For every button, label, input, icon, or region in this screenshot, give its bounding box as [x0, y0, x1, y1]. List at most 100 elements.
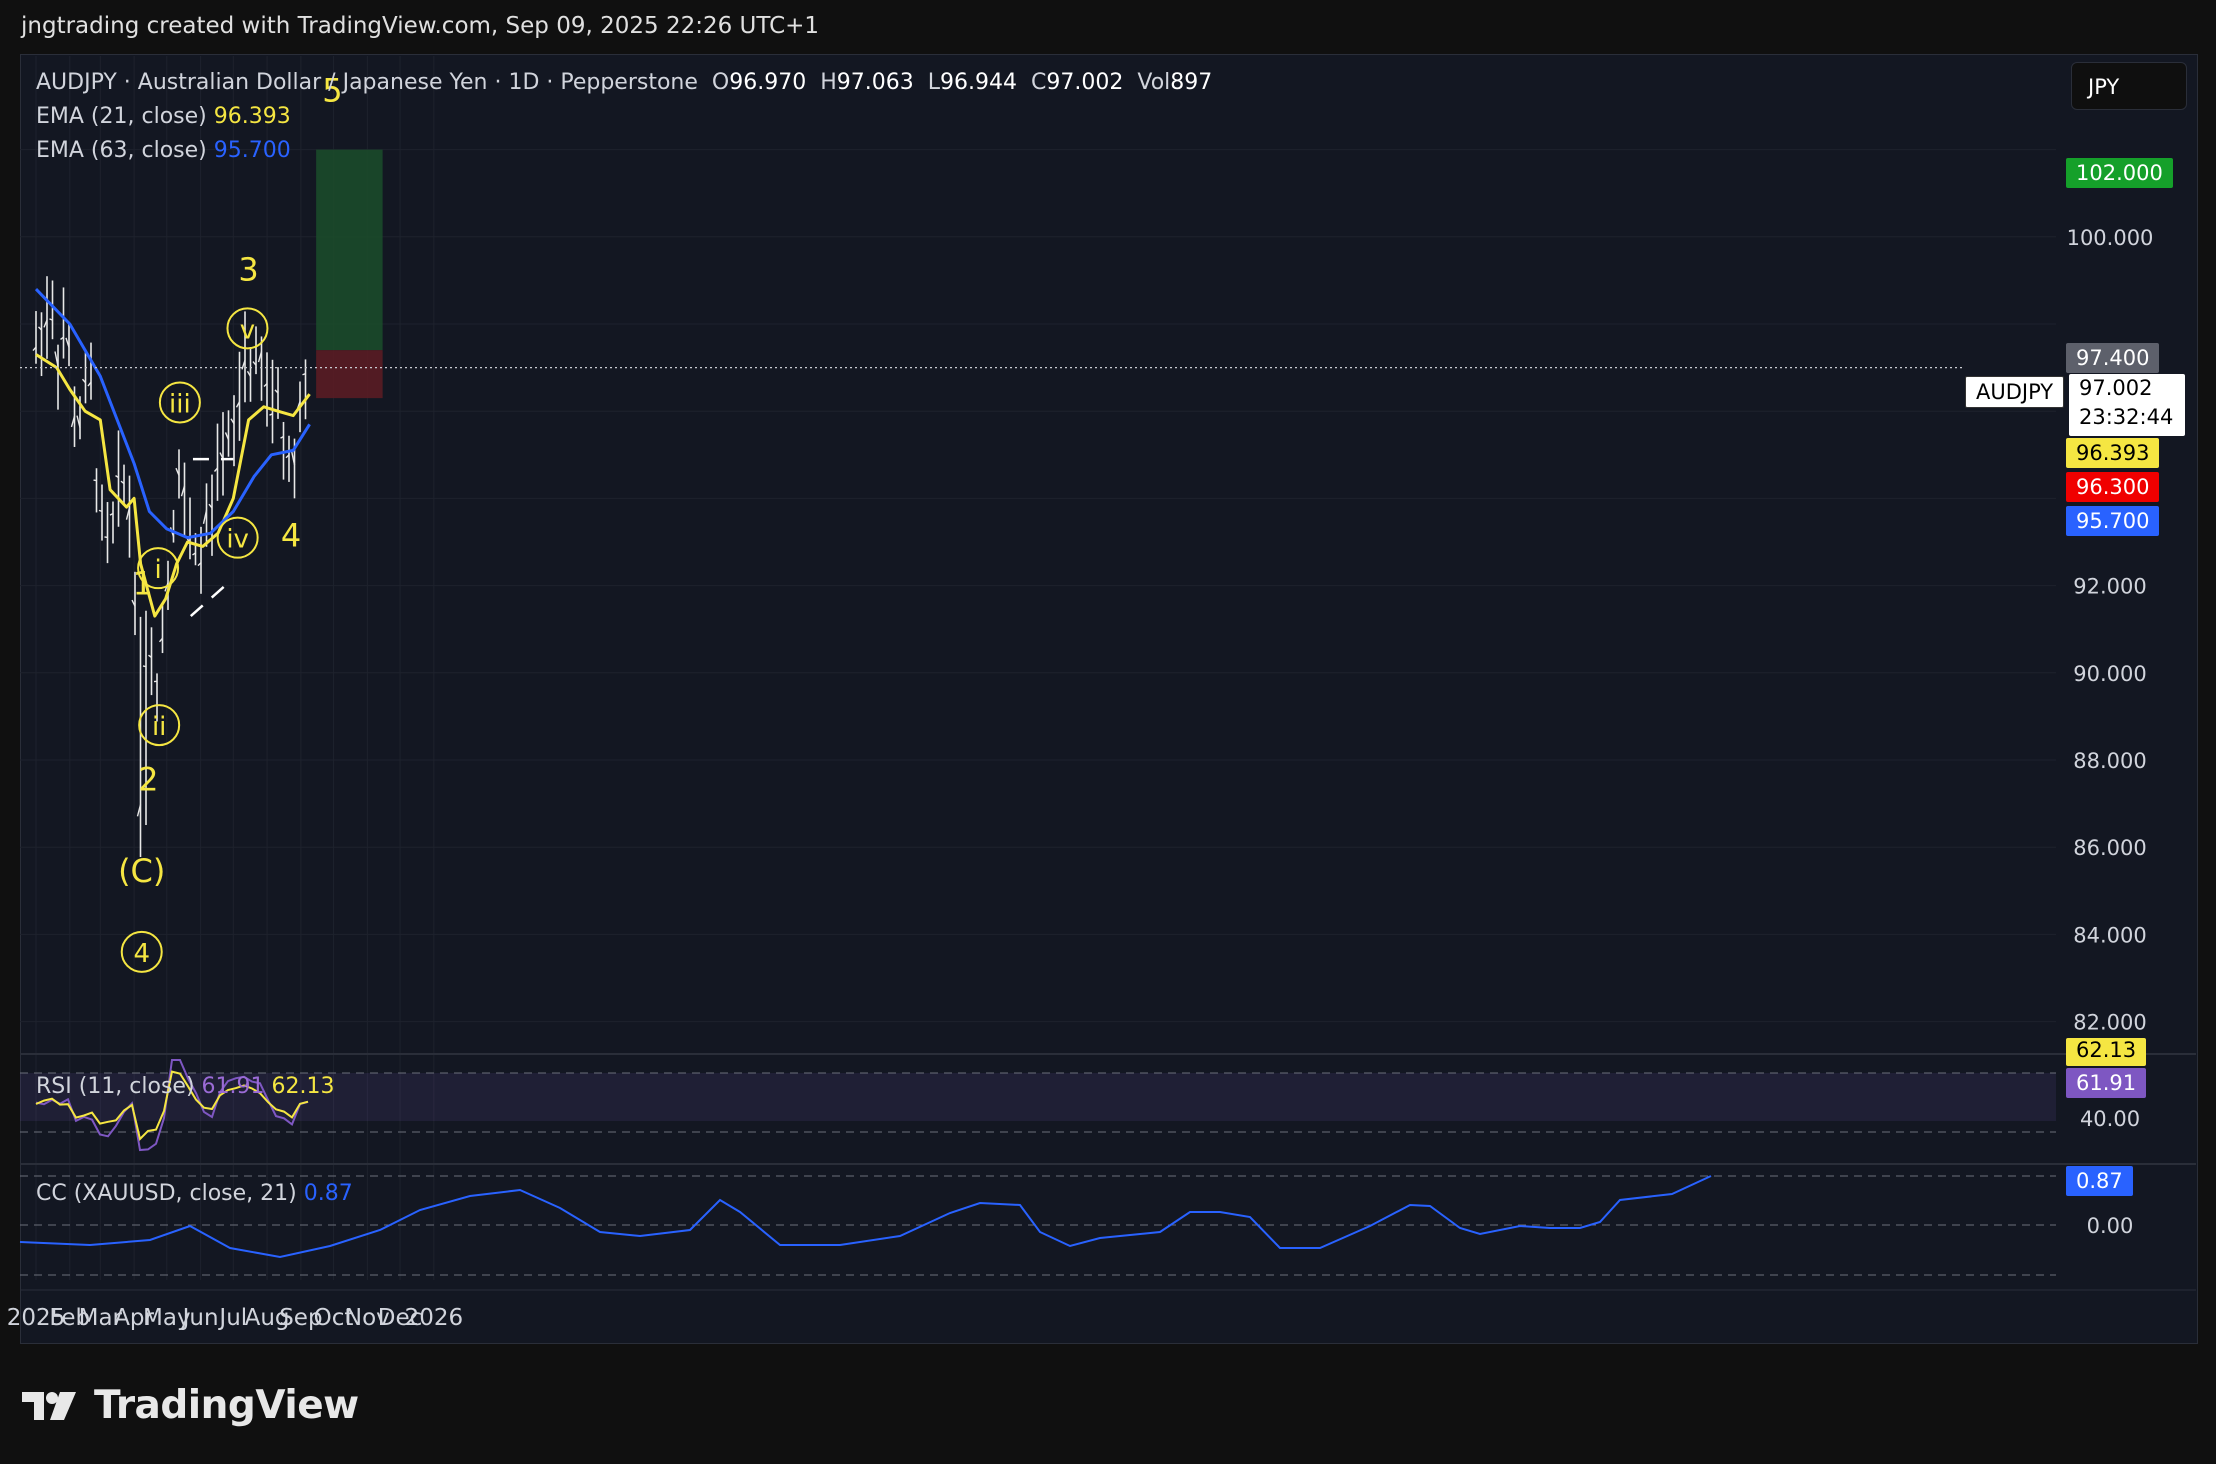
rsi-legend[interactable]: RSI (11, close) 61.91 62.13: [36, 1074, 335, 1099]
price-bar-tick: [224, 432, 230, 440]
rsi-signal-line[interactable]: [35, 1070, 309, 1141]
cc-price-tag[interactable]: 0.87: [2066, 1166, 2133, 1196]
last-price-value: 97.002: [2079, 376, 2153, 400]
stop-price-tag[interactable]: 97.400: [2066, 343, 2160, 373]
profit-zone[interactable]: [316, 149, 383, 351]
wave-circle-label: v: [240, 315, 255, 345]
price-bar-tick: [158, 637, 164, 643]
price-bar-tick: [241, 360, 246, 370]
attribution-text: jngtrading created with TradingView.com,…: [21, 13, 820, 39]
price-bar-tick: [230, 418, 235, 424]
wave-circle: [138, 704, 181, 747]
price-bar-tick: [285, 454, 290, 459]
x-tick-label: Sep: [279, 1305, 322, 1331]
ohlc-low: L96.944: [927, 70, 1018, 95]
tradingview-logo[interactable]: TradingView: [22, 1383, 359, 1428]
price-bar-tick: [81, 378, 87, 384]
cc-value: 0.87: [303, 1181, 353, 1206]
rsi-line[interactable]: [35, 1059, 309, 1152]
stop-zone[interactable]: [316, 350, 383, 399]
price-bar-tick: [257, 351, 263, 363]
price-bar-tick: [269, 413, 273, 416]
wave-circle-label: ii: [152, 712, 166, 742]
ohlc-close: C97.002: [1031, 70, 1124, 95]
wave-label: 4: [281, 516, 301, 554]
ema21-label[interactable]: EMA (21, close): [36, 104, 207, 129]
rsi-value: 61.91: [201, 1074, 265, 1099]
volume: Vol897: [1137, 70, 1213, 95]
price-bar-tick: [280, 435, 284, 439]
wave-circle-label: i: [154, 555, 161, 585]
ema63-price-tag[interactable]: 95.700: [2066, 506, 2160, 536]
chart-panel[interactable]: [20, 54, 2198, 1344]
price-bar-tick: [263, 383, 268, 388]
price-bar-tick: [175, 467, 180, 476]
price-bar-tick: [136, 804, 142, 817]
price-bar-tick: [192, 552, 196, 556]
ema63-label[interactable]: EMA (63, close): [36, 138, 207, 163]
rsi-signal-tag[interactable]: 62.13: [2066, 1038, 2147, 1066]
price-bar-tick: [109, 512, 114, 516]
symbol-title[interactable]: AUDJPY · Australian Dollar / Japanese Ye…: [36, 70, 698, 95]
tradingview-brand: TradingView: [94, 1383, 359, 1428]
wave-label: 3: [238, 250, 258, 288]
ohlc-high: H97.063: [820, 70, 914, 95]
price-bar-tick: [142, 665, 147, 668]
last-price-tag[interactable]: 97.002 23:32:44: [2069, 374, 2185, 436]
symbol-legend[interactable]: AUDJPY · Australian Dollar / Japanese Ye…: [36, 70, 1212, 95]
rsi-signal-value: 62.13: [271, 1074, 335, 1099]
ema63-legend[interactable]: EMA (63, close) 95.700: [36, 138, 291, 163]
ema21-line[interactable]: [35, 353, 311, 618]
rsi-price-tag[interactable]: 61.91: [2066, 1068, 2147, 1098]
wave-label: (C): [118, 852, 165, 890]
target-price-tag[interactable]: 102.000: [2066, 158, 2173, 188]
price-bar-tick: [98, 509, 103, 513]
price-bar-tick: [274, 389, 279, 394]
price-bar-tick: [235, 401, 241, 408]
ohlc-open: O96.970: [711, 70, 807, 95]
wave-circle-label: iii: [169, 389, 191, 419]
x-tick-label: Mar: [79, 1305, 123, 1331]
price-bar-tick: [54, 351, 59, 367]
wave-label: 2: [138, 761, 158, 799]
y-tick-label: 90.000: [2073, 662, 2146, 686]
y-tick-label: 92.000: [2073, 575, 2146, 599]
cc-tick-label: 0.00: [2087, 1214, 2134, 1238]
lower-trendline[interactable]: [189, 580, 231, 618]
cc-legend[interactable]: CC (XAUUSD, close, 21) 0.87: [36, 1181, 353, 1206]
symbol-tag[interactable]: AUDJPY: [1965, 376, 2065, 408]
x-tick-label: Oct: [314, 1305, 354, 1331]
price-bar-tick: [49, 318, 53, 321]
rsi-tick-label: 40.00: [2080, 1107, 2140, 1131]
cc-label[interactable]: CC (XAUUSD, close, 21): [36, 1181, 297, 1206]
price-bar-tick: [208, 503, 213, 509]
x-tick-label: 2025: [7, 1305, 66, 1331]
price-bar-tick: [219, 452, 224, 460]
y-tick-label: 88.000: [2073, 749, 2146, 773]
wave-circle-label: 4: [133, 939, 150, 969]
wave-circle: [137, 547, 180, 590]
currency-button[interactable]: JPY: [2071, 62, 2187, 110]
price-bar-tick: [76, 415, 81, 428]
ema21-value: 96.393: [213, 104, 291, 129]
ema21-legend[interactable]: EMA (21, close) 96.393: [36, 104, 291, 129]
price-bar-tick: [87, 381, 92, 387]
cc-line[interactable]: [19, 1175, 1712, 1259]
ema63-line[interactable]: [34, 288, 311, 540]
x-tick-label: Nov: [345, 1305, 390, 1331]
price-bar-tick: [131, 599, 136, 607]
y-tick-label: 100.000: [2067, 226, 2154, 250]
price-bar-tick: [148, 654, 152, 659]
rsi-label[interactable]: RSI (11, close): [36, 1074, 195, 1099]
x-tick-label: 2026: [405, 1305, 464, 1331]
ema21-price-tag[interactable]: 96.393: [2066, 438, 2160, 468]
wave-label: 5: [322, 72, 342, 110]
price-bar-tick: [125, 507, 131, 520]
entry-price-tag[interactable]: 96.300: [2066, 472, 2160, 502]
x-tick-label: Jun: [181, 1305, 219, 1331]
tradingview-logo-icon: [22, 1391, 76, 1420]
wave-circle: [158, 381, 201, 424]
x-tick-label: Aug: [245, 1305, 290, 1331]
x-tick-label: Jul: [217, 1305, 247, 1331]
